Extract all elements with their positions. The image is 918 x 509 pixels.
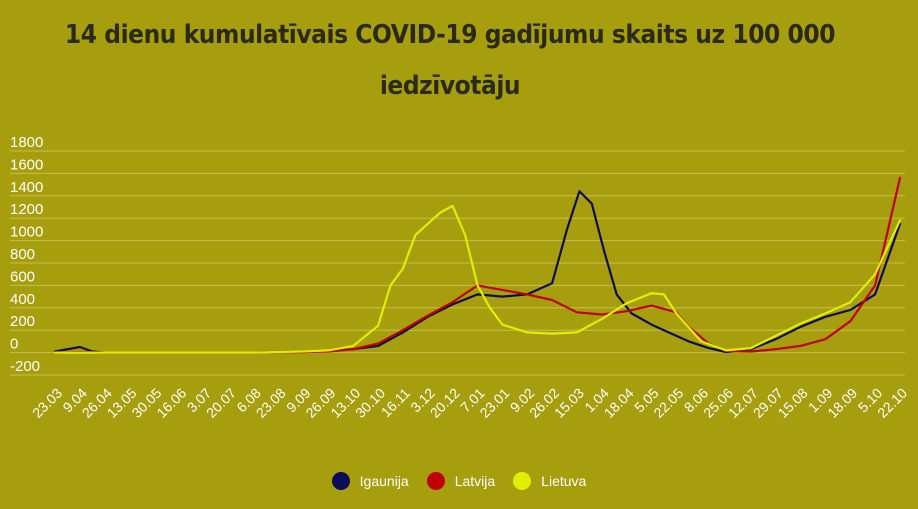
y-axis-tick-labels: -200 0 200 400 600 800 1000 1200 1400 1600 1800 [10, 134, 43, 375]
y-tick-label: 0 [10, 336, 18, 353]
chart-title: 14 dienu kumulatīvais COVID-19 gadījumu … [45, 10, 855, 112]
legend-marker [513, 472, 532, 490]
x-tick-label: 22.10 [874, 385, 910, 421]
line-chart: -200 0 200 400 600 800 1000 1200 1400 1600 1800 23… [10, 134, 910, 421]
chart-title-line-1: 14 dienu kumulatīvais COVID-19 gadījumu … [64, 20, 836, 50]
y-tick-label: 1200 [10, 201, 43, 218]
chart-title-line-2: iedzīvotāju [379, 71, 521, 101]
y-tick-label: 200 [10, 313, 35, 330]
series-line-igaunija [53, 190, 902, 354]
legend-item-igaunija[interactable]: Igaunija [331, 472, 409, 490]
y-tick-label: 1400 [10, 179, 43, 196]
legend-item-latvija[interactable]: Latvija [426, 472, 496, 490]
legend-item-lietuva[interactable]: Lietuva [513, 472, 586, 490]
y-tick-label: 400 [10, 291, 35, 308]
y-tick-label: 1600 [10, 156, 43, 173]
x-axis-tick-labels: 23.039.0426.0413.0530.0516.063.0720.076.… [29, 385, 910, 421]
y-tick-label: 800 [10, 246, 35, 263]
legend: Igaunija Latvija Lietuva [0, 472, 918, 490]
legend-label: Latvija [454, 473, 496, 489]
series-layer [53, 176, 902, 354]
series-line-lietuva [53, 204, 902, 354]
legend-label: Lietuva [541, 473, 587, 489]
legend-marker [426, 472, 445, 490]
y-tick-label: 1800 [10, 134, 43, 151]
series-line-latvija [53, 176, 902, 354]
y-tick-label: 600 [10, 268, 35, 285]
y-tick-label: 1000 [10, 224, 43, 241]
legend-label: Igaunija [359, 473, 409, 489]
legend-marker [331, 472, 350, 490]
y-tick-label: -200 [10, 358, 40, 375]
